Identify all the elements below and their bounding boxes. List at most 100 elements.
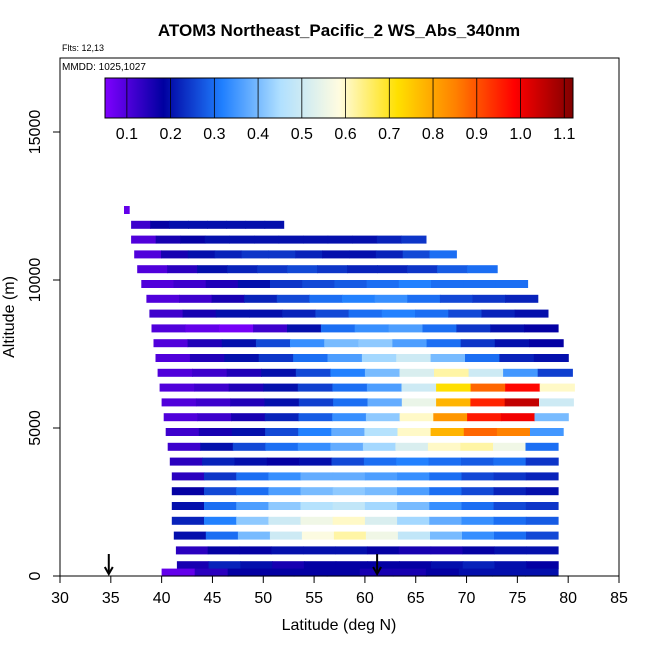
heatmap-cell [363,443,396,451]
heatmap-cell [195,569,229,577]
heatmap-cell [342,295,375,303]
heatmap-cell [290,339,325,347]
heatmap-cell [505,398,540,406]
heatmap-cell [259,354,294,362]
heatmap-cell [271,546,303,554]
heatmap-cell [397,487,430,495]
heatmap-cell [368,561,400,569]
heatmap-cell [463,561,495,569]
heatmap-cell [327,569,361,577]
heatmap-cell [366,413,400,421]
heatmap-cell [396,354,431,362]
heatmap-cell [501,413,535,421]
heatmap-cell [265,221,285,229]
heatmap-cell [462,502,495,510]
heatmap-cell [236,502,269,510]
heatmap-cell [333,487,366,495]
heatmap-cell [170,458,203,466]
heatmap-cell [526,517,559,525]
heatmap-cell [467,413,501,421]
heatmap-cell [431,428,465,436]
heatmap-cell [196,398,231,406]
heatmap-cell [162,398,197,406]
heatmap-cell [238,532,271,540]
heatmap-cell [296,369,331,377]
heatmap-cell [268,250,295,258]
heatmap-cell [530,428,564,436]
x-tick-label: 85 [610,590,628,607]
heatmap-cell [167,265,198,273]
heatmap-cell [462,487,495,495]
heatmap-cell [204,517,237,525]
heatmap-cell [535,413,569,421]
heatmap-cell [279,236,304,244]
heatmap-cell [490,324,525,332]
heatmap-cell [427,339,462,347]
heatmap-cell [162,569,196,577]
heatmap-cell [328,236,353,244]
heatmap-cell [188,221,208,229]
heatmap-cell [265,443,298,451]
heatmap-cell [161,250,188,258]
heatmap-cell [299,398,334,406]
x-tick-label: 75 [508,590,526,607]
heatmap-cell [396,458,429,466]
heatmap-cell [174,280,207,288]
heatmap-cell [469,369,504,377]
heatmap-cell [298,384,333,392]
x-tick-label: 55 [305,590,323,607]
heatmap-cell [317,265,348,273]
heatmap-cell [393,569,427,577]
heatmap-cell [265,428,299,436]
y-tick-label: 15000 [27,110,44,155]
heatmap-cell [212,295,245,303]
heatmap-cell [333,502,366,510]
heatmap-cell [197,265,228,273]
heatmap-cell [160,384,195,392]
y-tick-label: 0 [27,571,44,580]
heatmap-cell [236,517,269,525]
heatmap-cell [261,569,295,577]
colorbar-tick-label: 0.2 [159,126,181,143]
heatmap-cell [244,295,277,303]
heatmap-cell [462,472,495,480]
heatmap-cell [471,384,506,392]
heatmap-cell [495,280,528,288]
heatmap-cell [268,502,301,510]
heatmap-cell [321,324,356,332]
heatmap-cell [525,569,559,577]
heatmap-cell [172,472,205,480]
heatmap-cell [436,384,471,392]
heatmap-cell [358,339,393,347]
heatmap-cell [398,532,431,540]
heatmap-cell [215,250,242,258]
heatmap-cell [228,569,262,577]
heatmap-cell [216,310,250,318]
colorbar-tick-label: 1.0 [509,126,531,143]
heatmap-cell [456,324,491,332]
heatmap-cell [176,546,208,554]
x-tick-label: 65 [407,590,425,607]
heatmap-cell [315,310,349,318]
heatmap-cell [448,310,482,318]
heatmap-cell [495,561,527,569]
heatmap-cell [482,310,516,318]
heatmap-cell [494,472,527,480]
heatmap-cell [407,295,440,303]
heatmap-cell [232,428,266,436]
heatmap-cell [282,310,316,318]
heatmap-cell [333,517,366,525]
heatmap-cell [526,546,558,554]
heatmap-cell [169,221,189,229]
heatmap-cell [515,310,549,318]
heatmap-cell [459,569,493,577]
heatmap-cell [202,458,235,466]
heatmap-cell [235,458,268,466]
heatmap-cell [526,443,559,451]
heatmap-cell [431,354,466,362]
heatmap-cell [205,236,230,244]
heatmap-cell [180,236,205,244]
heatmap-cell [403,250,430,258]
heatmap-cell [287,265,318,273]
y-tick-label: 5000 [27,410,44,446]
